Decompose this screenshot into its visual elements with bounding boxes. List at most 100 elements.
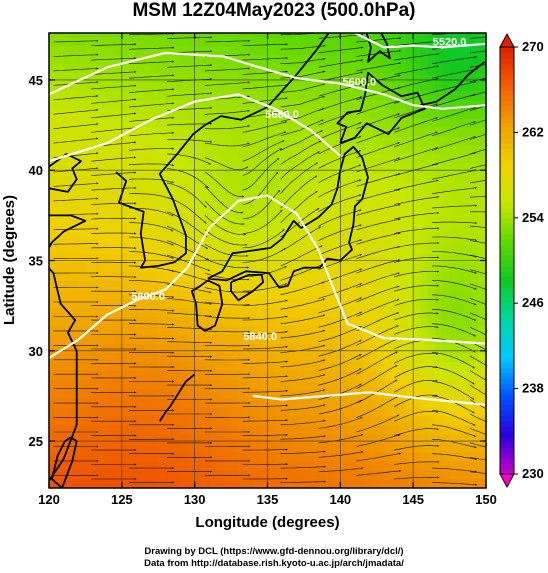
colorbar-segment (500, 436, 514, 443)
temperature-field (49, 33, 486, 488)
x-tick-label: 140 (329, 492, 351, 507)
contour-label: 5840.0 (243, 331, 277, 343)
colorbar-segment (500, 463, 514, 470)
colorbar-segment (500, 468, 514, 475)
coast-ryukyu (158, 373, 196, 422)
colorbar-segment (500, 388, 514, 395)
colorbar-segment (500, 244, 514, 251)
colorbar-segment (500, 79, 514, 85)
colorbar-tick-label: 254 (522, 210, 544, 225)
x-tick-label: 120 (38, 492, 60, 507)
colorbar-tick-label: 262 (522, 124, 544, 139)
graticule (49, 33, 486, 488)
colorbar-segment (500, 324, 514, 331)
colorbar-segment (500, 356, 514, 363)
colorbar-segment (500, 100, 514, 107)
colorbar-segment (500, 196, 514, 203)
colorbar-segment (500, 399, 514, 406)
x-tick-label: 135 (257, 492, 279, 507)
colorbar-segment (500, 84, 514, 91)
colorbar-arrow-low (499, 473, 515, 489)
colorbar-segment (500, 457, 514, 464)
height-contour (49, 93, 342, 163)
chart-title: MSM 12Z04May2023 (500.0hPa) (132, 0, 416, 21)
credit-dcl: Drawing by DCL (https://www.gfd-dennou.o… (144, 546, 404, 557)
credit-data: Data from http://database.rish.kyoto-u.a… (144, 558, 404, 569)
x-axis-title: Longitude (degrees) (195, 514, 339, 531)
colorbar-tick-label: 238 (522, 381, 544, 396)
colorbar-segment (500, 73, 514, 80)
coast-honshu (207, 145, 369, 289)
colorbar-segment (500, 212, 514, 219)
coast-shikoku (230, 273, 265, 302)
colorbar-segment (500, 111, 514, 117)
coast-china (49, 153, 87, 482)
height-contour (49, 194, 486, 359)
colorbar-segment (500, 297, 514, 304)
colorbar-segment (500, 143, 514, 150)
contour-label: 5520.0 (433, 37, 467, 49)
colorbar-segment (500, 292, 514, 299)
y-tick-label: 35 (29, 254, 43, 269)
colorbar-segment (500, 441, 514, 448)
colorbar-segment (500, 63, 514, 69)
colorbar-segment (500, 105, 514, 112)
colorbar-segment (500, 47, 514, 53)
colorbar-segment (500, 393, 514, 400)
colorbar-segment (500, 239, 514, 246)
colorbar-segment (500, 271, 514, 278)
colorbar-segment (500, 425, 514, 432)
y-tick-label: 25 (29, 434, 43, 449)
colorbar-segment (500, 217, 514, 224)
colorbar-segment (500, 116, 514, 123)
colorbar-segment (500, 404, 514, 411)
colorbar-segment (500, 383, 514, 390)
colorbar-segment (500, 420, 514, 427)
x-tick-label: 130 (184, 492, 206, 507)
coastlines (49, 33, 486, 488)
coast-taiwan (51, 436, 78, 488)
colorbar-segment (500, 95, 514, 101)
colorbar-segment (500, 207, 514, 214)
colorbar-tick-label: 246 (522, 295, 544, 310)
colorbar-segment (500, 180, 514, 187)
colorbar-segment (500, 367, 514, 374)
colorbar-tick-label: 270 (522, 39, 544, 54)
y-axis-ticks: 25 30 35 40 45 (29, 73, 486, 449)
colorbar-segment (500, 159, 514, 166)
colorbar-segment (500, 68, 514, 75)
colorbar-segment (500, 431, 514, 438)
colorbar-segment (500, 175, 514, 182)
colorbar-segment (500, 351, 514, 358)
colorbar-segment (500, 345, 514, 352)
colorbar-segment (500, 340, 514, 347)
colorbar-segment (500, 127, 514, 133)
contour-label: 5600.0 (342, 76, 376, 88)
colorbar-segment (500, 132, 514, 139)
y-tick-label: 45 (29, 73, 43, 88)
height-contour (354, 33, 486, 49)
colorbar-segment (500, 452, 514, 459)
colorbar-segment (500, 57, 514, 64)
colorbar-segment (500, 415, 514, 422)
colorbar-segment (500, 52, 514, 59)
contour-label: 5680.0 (265, 109, 299, 121)
colorbar-segment (500, 319, 514, 326)
colorbar-segment (500, 164, 514, 171)
colorbar-segment (500, 276, 514, 283)
colorbar-segment (500, 255, 514, 262)
colorbar-segment (500, 153, 514, 160)
height-contours: 5520.0 5600.0 5680.0 5800.0 5840.0 (49, 33, 486, 406)
y-axis-title: Latitude (degrees) (1, 195, 18, 325)
colorbar-segment (500, 89, 514, 96)
colorbar-segment (500, 249, 514, 256)
colorbar-segment (500, 361, 514, 368)
colorbar-segment (500, 121, 514, 128)
colorbar-segment (500, 447, 514, 454)
colorbar-segment (500, 185, 514, 192)
coast-sakhalin (365, 33, 391, 63)
colorbar-segment (500, 201, 514, 208)
colorbar-segment (500, 137, 514, 144)
x-tick-label: 150 (475, 492, 497, 507)
